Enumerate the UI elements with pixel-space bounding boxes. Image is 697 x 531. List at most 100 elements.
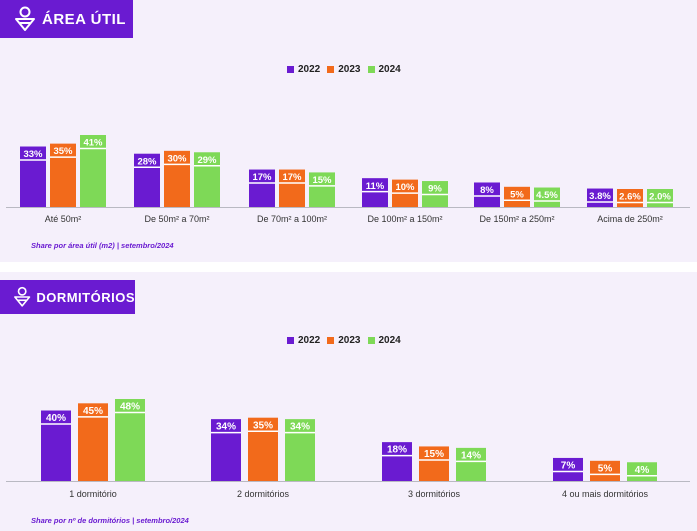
area-util-header: ÁREA ÚTIL bbox=[0, 0, 133, 38]
data-label: 10% bbox=[395, 182, 415, 193]
dormitorios-header: DORMITÓRIOS bbox=[0, 280, 135, 314]
category-tick-label: De 50m² a 70m² bbox=[144, 214, 209, 224]
location-pin-icon bbox=[15, 6, 35, 31]
legend-label: 2022 bbox=[298, 64, 321, 75]
legend-label: 2023 bbox=[338, 64, 361, 75]
category-tick-label: De 150m² a 250m² bbox=[479, 214, 554, 224]
data-label-box bbox=[78, 403, 108, 418]
category-tick-label: Até 50m² bbox=[45, 214, 82, 224]
data-label: 28% bbox=[137, 156, 157, 167]
data-label-box bbox=[115, 399, 145, 413]
area-util-bar-chart: 33% 35% 41% Até 50m² 28% 30% 29% De 50m² a 70m²… bbox=[6, 135, 690, 224]
data-label-box bbox=[279, 169, 305, 184]
category-tick-label: 2 dormitórios bbox=[237, 489, 290, 499]
bar bbox=[362, 191, 388, 207]
category-tick-label: De 100m² a 150m² bbox=[367, 214, 442, 224]
data-label-box bbox=[553, 457, 583, 472]
data-label-box bbox=[164, 150, 190, 165]
chart-legend: 2022 2023 2024 bbox=[287, 64, 408, 75]
dormitorios-panel: DORMITÓRIOS 2022 2023 2024 40% 45% 48% 1 dorm… bbox=[0, 272, 697, 531]
data-label-box bbox=[50, 143, 76, 158]
data-label-box bbox=[587, 188, 613, 203]
bar bbox=[587, 201, 613, 207]
data-label-box bbox=[590, 460, 620, 475]
data-label-box bbox=[309, 172, 335, 187]
data-label-box bbox=[211, 419, 241, 434]
bar bbox=[627, 475, 657, 481]
data-label: 14% bbox=[461, 450, 481, 461]
bar bbox=[211, 432, 241, 481]
data-label: 4.5% bbox=[536, 190, 558, 201]
legend-swatch bbox=[327, 66, 335, 73]
legend-swatch bbox=[287, 337, 294, 344]
bar bbox=[392, 192, 418, 207]
bar bbox=[419, 459, 449, 481]
dormitorios-bar-chart: 40% 45% 48% 1 dormitório 34% 35% 34% 2 dormitór… bbox=[6, 399, 690, 499]
bar bbox=[456, 460, 486, 481]
category-tick-label: 1 dormitório bbox=[69, 489, 117, 499]
legend-swatch bbox=[287, 66, 294, 73]
data-label-box bbox=[627, 462, 657, 477]
category-tick-label: De 70m² a 100m² bbox=[257, 214, 327, 224]
bar bbox=[194, 165, 220, 207]
data-label-box bbox=[422, 181, 448, 196]
bar bbox=[80, 148, 106, 207]
data-label-box bbox=[456, 447, 486, 462]
data-label: 7% bbox=[561, 461, 576, 472]
data-label: 17% bbox=[282, 172, 302, 183]
data-label: 35% bbox=[53, 146, 73, 157]
data-label-box bbox=[80, 135, 106, 149]
data-label: 17% bbox=[252, 172, 272, 183]
bar bbox=[279, 182, 305, 207]
legend-label: 2022 bbox=[298, 335, 321, 346]
category-tick-label: Acima de 250m² bbox=[597, 214, 663, 224]
data-label: 3.8% bbox=[589, 191, 611, 202]
bar bbox=[248, 430, 278, 481]
bar bbox=[249, 182, 275, 207]
data-label-box bbox=[617, 189, 643, 203]
data-label-box bbox=[248, 417, 278, 432]
chart-footnote: Share por área útil (m2) | setembro/2024 bbox=[31, 241, 174, 250]
bar bbox=[534, 200, 560, 207]
data-label: 48% bbox=[120, 402, 140, 413]
bar bbox=[164, 163, 190, 207]
legend-label: 2024 bbox=[378, 64, 401, 75]
area-util-panel: ÁREA ÚTIL 2022 2023 2024 33% 35% 41% Até 50m²… bbox=[0, 0, 697, 262]
data-label-box bbox=[647, 189, 673, 203]
legend-swatch bbox=[367, 337, 375, 344]
bar bbox=[553, 470, 583, 481]
data-label-box bbox=[41, 410, 71, 425]
bar bbox=[504, 199, 530, 207]
legend-item: 2022 bbox=[287, 64, 320, 75]
data-label: 9% bbox=[428, 184, 442, 195]
data-label: 8% bbox=[480, 185, 494, 196]
data-label: 2.0% bbox=[649, 192, 671, 203]
legend-swatch bbox=[367, 66, 375, 73]
bar bbox=[422, 194, 448, 207]
category-tick-label: 4 ou mais dormitórios bbox=[562, 489, 649, 499]
bar bbox=[590, 473, 620, 481]
data-label: 15% bbox=[424, 449, 444, 460]
legend-item: 2022 bbox=[287, 335, 320, 346]
data-label: 11% bbox=[366, 181, 385, 192]
bar bbox=[474, 195, 500, 207]
bar bbox=[134, 166, 160, 207]
bar bbox=[115, 412, 145, 481]
data-label: 35% bbox=[253, 420, 273, 431]
data-label-box bbox=[382, 442, 412, 457]
bar bbox=[285, 432, 315, 481]
bar bbox=[41, 423, 71, 481]
data-label: 15% bbox=[312, 175, 332, 186]
category-tick-label: 3 dormitórios bbox=[408, 489, 461, 499]
legend-item: 2023 bbox=[327, 64, 361, 75]
data-label-box bbox=[20, 146, 46, 161]
data-label: 2.6% bbox=[619, 192, 641, 203]
data-label: 34% bbox=[216, 422, 236, 433]
data-label-box bbox=[285, 419, 315, 434]
legend-item: 2024 bbox=[367, 64, 401, 75]
data-label: 30% bbox=[167, 153, 187, 164]
data-label: 45% bbox=[83, 406, 103, 417]
bar bbox=[647, 202, 673, 207]
location-pin-icon bbox=[14, 286, 31, 307]
data-label-box bbox=[504, 186, 530, 201]
